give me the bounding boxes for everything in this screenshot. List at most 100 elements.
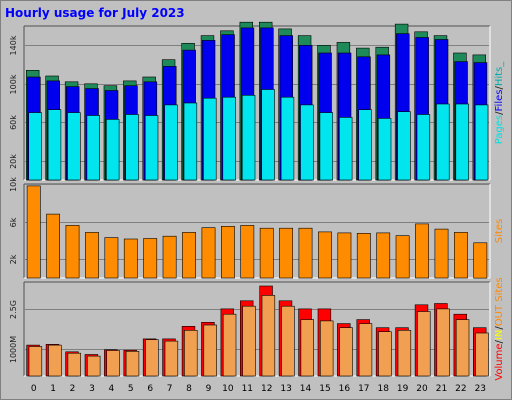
bar-pages-hour-12 xyxy=(261,89,275,181)
bar-out-hour-2 xyxy=(67,352,82,377)
y-tick-label: 20k xyxy=(9,154,18,169)
bar-sites-hour-4 xyxy=(104,237,119,279)
y-tick-label: 2k xyxy=(9,254,18,264)
bar-out-hour-9 xyxy=(203,324,217,377)
bar-out-hour-19 xyxy=(397,329,412,377)
bar-out-hour-23 xyxy=(475,332,489,377)
x-tick-label: 22 xyxy=(455,384,466,394)
y-tick-label: 10k xyxy=(9,177,18,192)
bar-sites-hour-17 xyxy=(356,233,371,279)
x-tick-label: 2 xyxy=(70,384,76,394)
bar-out-hour-12 xyxy=(261,295,276,377)
bar-out-hour-6 xyxy=(145,339,159,377)
bar-pages-hour-13 xyxy=(280,96,295,181)
legend-entry: / xyxy=(494,339,505,343)
bar-sites-hour-20 xyxy=(415,223,429,279)
bar-sites-hour-2 xyxy=(65,225,80,279)
bar-sites-hour-6 xyxy=(143,238,158,279)
bar-sites-hour-9 xyxy=(201,227,216,279)
bar-out-hour-1 xyxy=(48,344,62,377)
panel-background-hits_files_pages xyxy=(24,26,490,180)
y-tick-label: 6k xyxy=(9,217,18,227)
legend-entry: IN xyxy=(494,330,505,340)
bar-sites-hour-15 xyxy=(318,231,332,279)
y-tick-label: 2.5G xyxy=(9,300,18,319)
x-tick-label: 10 xyxy=(222,384,234,394)
bar-pages-hour-3 xyxy=(86,115,101,181)
bar-sites-hour-14 xyxy=(298,227,313,279)
bar-sites-hour-12 xyxy=(259,227,274,279)
bar-pages-hour-21 xyxy=(436,103,450,181)
bar-pages-hour-8 xyxy=(183,102,198,181)
bar-out-hour-8 xyxy=(184,329,198,377)
bar-sites-hour-23 xyxy=(473,242,488,279)
x-tick-label: 13 xyxy=(280,384,291,394)
bar-pages-hour-20 xyxy=(416,114,431,181)
bar-out-hour-4 xyxy=(106,350,120,377)
legend-entry: Sites xyxy=(494,219,505,243)
bar-sites-hour-0 xyxy=(26,185,41,279)
bar-pages-hour-5 xyxy=(125,114,139,181)
legend-volume: Volume/IN/OUT Sites xyxy=(494,277,505,380)
bar-pages-hour-10 xyxy=(222,96,236,181)
legend-entry: / xyxy=(494,326,505,330)
bar-pages-hour-2 xyxy=(67,112,81,181)
bar-out-hour-10 xyxy=(222,313,237,377)
x-tick-label: 23 xyxy=(475,384,486,394)
bar-out-hour-0 xyxy=(28,346,43,377)
bar-sites-hour-1 xyxy=(46,213,60,279)
x-tick-label: 4 xyxy=(109,384,115,394)
x-tick-label: 5 xyxy=(128,384,134,394)
x-tick-label: 0 xyxy=(31,384,37,394)
x-tick-label: 15 xyxy=(319,384,330,394)
bar-sites-hour-18 xyxy=(376,232,391,279)
legend-entry: Sites xyxy=(494,277,505,305)
bar-pages-hour-17 xyxy=(358,109,372,181)
bar-sites-hour-11 xyxy=(240,225,255,279)
x-tick-label: 18 xyxy=(377,384,389,394)
bar-sites-hour-16 xyxy=(337,232,352,279)
bar-pages-hour-18 xyxy=(377,118,392,181)
x-tick-label: 20 xyxy=(416,384,428,394)
bar-out-hour-11 xyxy=(242,305,256,377)
bar-out-hour-22 xyxy=(455,319,470,377)
bar-out-hour-14 xyxy=(300,319,314,377)
panel-background-volume xyxy=(24,282,490,376)
bar-sites-hour-5 xyxy=(123,238,138,279)
bar-sites-hour-10 xyxy=(221,226,235,279)
x-tick-label: 12 xyxy=(261,384,272,394)
bar-sites-hour-19 xyxy=(395,235,410,279)
bar-sites-hour-3 xyxy=(85,232,99,279)
bar-sites-hour-22 xyxy=(453,232,468,279)
bar-pages-hour-16 xyxy=(338,117,353,181)
legend-entry: Hits_ xyxy=(494,61,505,86)
y-tick-label: 100k xyxy=(9,74,18,94)
x-tick-label: 7 xyxy=(167,384,173,394)
bar-pages-hour-0 xyxy=(28,112,42,181)
bar-sites-hour-21 xyxy=(434,228,449,279)
bar-pages-hour-14 xyxy=(300,104,314,181)
bar-out-hour-18 xyxy=(378,331,392,377)
legend-entry: / xyxy=(494,86,505,90)
legend-entry: / xyxy=(494,111,505,115)
x-tick-label: 21 xyxy=(436,384,447,394)
x-tick-label: 14 xyxy=(300,384,312,394)
bar-pages-hour-11 xyxy=(241,95,256,181)
bar-out-hour-3 xyxy=(87,355,101,377)
x-tick-label: 16 xyxy=(339,384,351,394)
legend-entry: Volume xyxy=(494,343,505,380)
bar-pages-hour-22 xyxy=(455,103,469,181)
bar-sites-hour-13 xyxy=(279,227,293,279)
bar-pages-hour-23 xyxy=(474,104,489,181)
bar-out-hour-21 xyxy=(436,308,450,377)
x-tick-label: 1 xyxy=(50,384,56,394)
x-tick-label: 9 xyxy=(206,384,212,394)
bar-out-hour-15 xyxy=(319,320,334,377)
bar-pages-hour-9 xyxy=(203,97,217,181)
bar-pages-hour-7 xyxy=(164,104,178,181)
panel-background-sites xyxy=(24,184,490,278)
bar-pages-hour-1 xyxy=(47,109,62,181)
chart-title: Hourly usage for July 2023 xyxy=(5,6,185,20)
bar-pages-hour-4 xyxy=(106,119,120,181)
